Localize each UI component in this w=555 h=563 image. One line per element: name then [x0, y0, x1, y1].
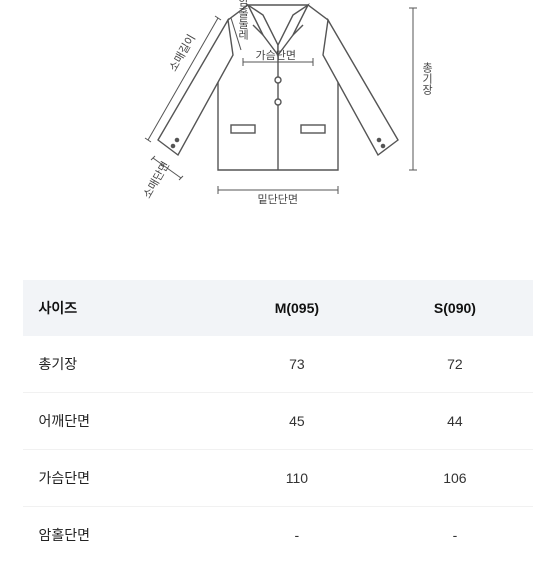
label-chest: 가슴단면 — [256, 51, 296, 62]
col-size: 사이즈 — [23, 280, 217, 336]
cell: 106 — [377, 450, 532, 507]
row-label: 가슴단면 — [23, 450, 217, 507]
jacket-diagram: 소매길이 암홀둘레 가슴단면 총기장 소매단면 밑단단면 — [103, 0, 453, 210]
cell: 45 — [216, 393, 377, 450]
label-armhole: 암홀둘레 — [237, 0, 248, 40]
col-m095: M(095) — [216, 280, 377, 336]
size-table: 사이즈 M(095) S(090) 총기장 73 72 어깨단면 45 44 가… — [23, 280, 533, 563]
row-label: 총기장 — [23, 336, 217, 393]
label-total-len: 총기장 — [421, 62, 432, 95]
table-header-row: 사이즈 M(095) S(090) — [23, 280, 533, 336]
row-label: 어깨단면 — [23, 393, 217, 450]
cell: 73 — [216, 336, 377, 393]
cell: 72 — [377, 336, 532, 393]
table-row: 총기장 73 72 — [23, 336, 533, 393]
table-row: 어깨단면 45 44 — [23, 393, 533, 450]
table-row: 가슴단면 110 106 — [23, 450, 533, 507]
size-table-wrap: 사이즈 M(095) S(090) 총기장 73 72 어깨단면 45 44 가… — [23, 280, 533, 563]
col-s090: S(090) — [377, 280, 532, 336]
label-hem: 밑단단면 — [258, 195, 298, 206]
cell: 110 — [216, 450, 377, 507]
cell: 44 — [377, 393, 532, 450]
